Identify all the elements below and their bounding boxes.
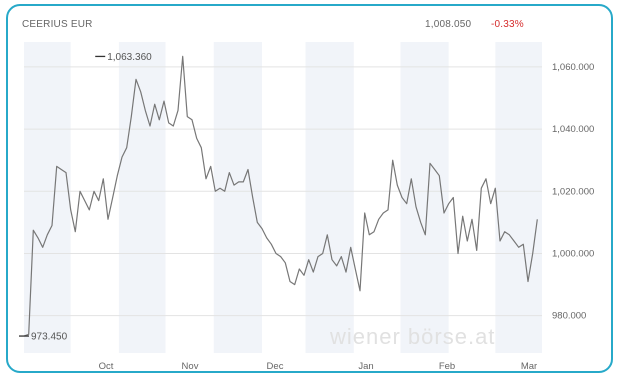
month-band: [305, 42, 354, 353]
x-axis: Oct Nov Dec Jan Feb Mar: [99, 361, 538, 372]
x-tick-label: Mar: [521, 361, 537, 372]
y-tick-label: 1,040.000: [552, 124, 594, 135]
y-tick-label: 1,020.000: [552, 186, 594, 197]
index-name: CEERIUS EUR: [22, 19, 93, 30]
grid-lines: [24, 66, 542, 317]
y-axis: 980.000 1,000.000 1,020.000 1,040.000 1,060.…: [552, 62, 594, 322]
month-bands: [24, 42, 542, 353]
month-band: [495, 42, 542, 353]
index-value: 1,008.050: [425, 19, 472, 30]
max-label: 1,063.360: [107, 52, 152, 63]
min-label: 973.450: [31, 332, 68, 343]
y-tick-label: 1,060.000: [552, 62, 594, 73]
extreme-markers: 1,063.360 973.450: [19, 52, 152, 343]
y-tick-label: 1,000.000: [552, 248, 594, 259]
month-band: [118, 42, 166, 353]
x-tick-label: Feb: [439, 361, 455, 372]
x-tick-label: Jan: [358, 361, 373, 372]
month-band: [24, 42, 71, 353]
x-tick-label: Nov: [182, 361, 199, 372]
index-change: -0.33%: [491, 19, 524, 30]
watermark-text: wiener börse.at: [329, 324, 495, 349]
series-line: [23, 55, 538, 337]
month-band: [400, 42, 449, 353]
x-tick-label: Dec: [267, 361, 284, 372]
series-group: [23, 55, 538, 337]
y-tick-label: 980.000: [552, 311, 586, 322]
x-tick-label: Oct: [99, 361, 114, 372]
month-band: [213, 42, 262, 353]
